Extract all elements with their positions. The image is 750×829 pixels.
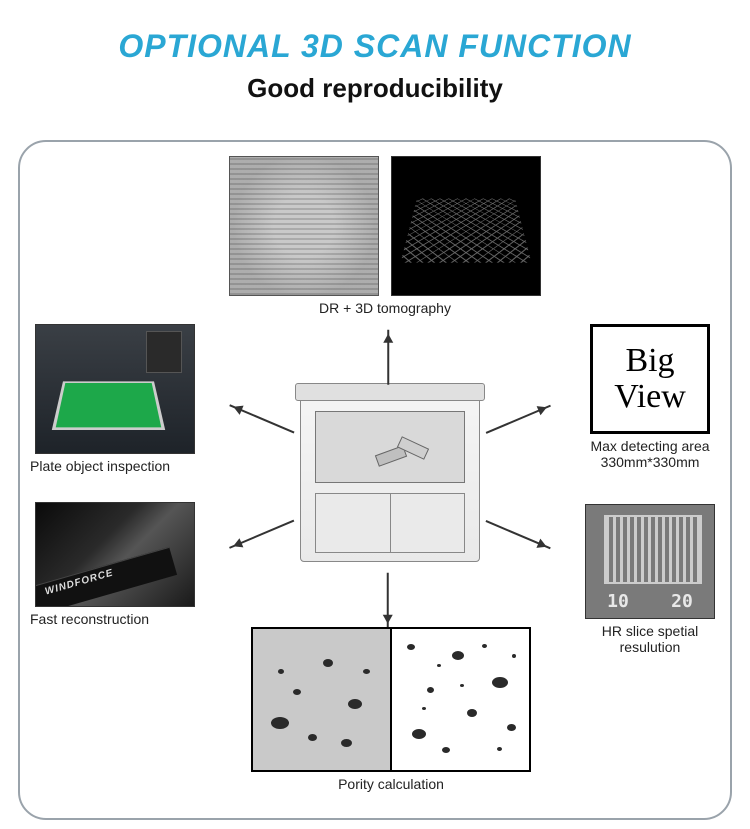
node-big-view: Big View Max detecting area 330mm*330mm (575, 324, 725, 470)
node-plate-inspection: Plate object inspection (26, 324, 204, 474)
porosity-binary-image (390, 629, 529, 770)
plate-inspection-image (35, 324, 195, 454)
big-view-line1: Big (625, 343, 674, 379)
node-caption: HR slice spetial resulution (575, 623, 725, 655)
node-caption: DR + 3D tomography (220, 300, 550, 316)
page-subtitle: Good reproducibility (0, 73, 750, 104)
big-view-line2: View (614, 379, 686, 415)
diagram-container: DR + 3D tomography Big View Max detectin… (18, 140, 732, 820)
node-caption: 330mm*330mm (575, 454, 725, 470)
node-caption: Pority calculation (246, 776, 536, 792)
scale-number: 20 (671, 591, 693, 612)
porosity-grayscale-image (253, 629, 390, 770)
node-hr-slice: 10 20 HR slice spetial resulution (575, 504, 725, 655)
node-caption: Max detecting area (575, 438, 725, 454)
chip-xray-image (229, 156, 379, 296)
arrow-icon (229, 405, 294, 434)
hr-slice-image: 10 20 (585, 504, 715, 619)
fast-reconstruction-image: WINDFORCE (35, 502, 195, 607)
scale-number: 10 (607, 591, 629, 612)
porosity-image-pair (251, 627, 531, 772)
arrow-icon (229, 520, 294, 549)
big-view-box: Big View (590, 324, 710, 434)
page-title: OPTIONAL 3D SCAN FUNCTION (0, 0, 750, 65)
node-caption: Plate object inspection (26, 458, 204, 474)
arrow-icon (486, 405, 551, 434)
node-dr-3d: DR + 3D tomography (220, 156, 550, 316)
arrow-icon (387, 573, 389, 628)
chip-3d-image (391, 156, 541, 296)
node-caption: Fast reconstruction (26, 611, 204, 627)
node-fast-reconstruction: WINDFORCE Fast reconstruction (26, 502, 204, 627)
arrow-icon (387, 330, 389, 385)
arrow-icon (486, 520, 551, 549)
gpu-brand-label: WINDFORCE (44, 567, 115, 597)
center-machine-image (300, 392, 480, 562)
node-porosity: Pority calculation (246, 627, 536, 792)
